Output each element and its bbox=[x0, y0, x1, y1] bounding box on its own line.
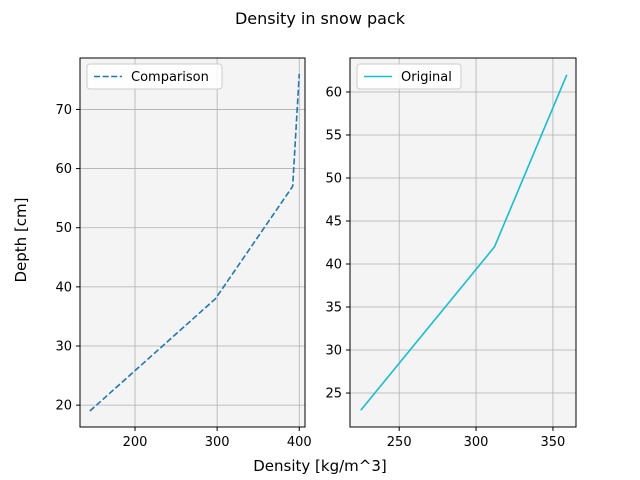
figure-ylabel: Depth [cm] bbox=[12, 197, 30, 282]
right-x-tick-label: 250 bbox=[387, 435, 412, 450]
left-y-tick-label: 50 bbox=[55, 221, 72, 236]
right-x-tick-label: 300 bbox=[464, 435, 489, 450]
right-axes-frame bbox=[349, 57, 577, 428]
right-y-tick-label: 60 bbox=[325, 85, 342, 100]
left-y-tick-label: 30 bbox=[55, 339, 72, 354]
right-y-tick-label: 45 bbox=[325, 214, 342, 229]
left-legend-label: Comparison bbox=[131, 70, 209, 85]
left-y-tick-label: 20 bbox=[55, 399, 72, 414]
right-plot-area bbox=[350, 58, 576, 427]
right-series-line-0 bbox=[360, 74, 568, 411]
right-y-tick-label: 25 bbox=[325, 387, 342, 402]
left-series-line-0 bbox=[89, 73, 301, 412]
right-y-tick-label: 40 bbox=[325, 258, 342, 273]
axes-left-comparison: 200 300 400 20 30 40 50 60 70 Comparison bbox=[55, 57, 312, 450]
right-legend-label: Original bbox=[401, 70, 452, 85]
left-y-tick-label: 70 bbox=[55, 103, 72, 118]
right-y-tick-label: 30 bbox=[325, 344, 342, 359]
figure-title: Density in snow pack bbox=[235, 9, 406, 28]
left-x-tick-label: 200 bbox=[123, 435, 148, 450]
right-legend-box bbox=[356, 63, 462, 90]
right-x-tick-label: 350 bbox=[541, 435, 566, 450]
left-legend-box bbox=[86, 63, 223, 90]
right-y-tick-label: 55 bbox=[325, 128, 342, 143]
left-plot-area bbox=[80, 58, 305, 427]
left-axes-frame bbox=[79, 57, 306, 428]
axes-right-original: 250 300 350 25 30 35 40 45 50 55 60 Original bbox=[325, 57, 577, 450]
left-x-tick-label: 400 bbox=[287, 435, 312, 450]
right-y-tick-label: 50 bbox=[325, 171, 342, 186]
left-y-tick-label: 40 bbox=[55, 280, 72, 295]
right-y-tick-label: 35 bbox=[325, 301, 342, 316]
figure-xlabel: Density [kg/m^3] bbox=[253, 457, 386, 475]
left-x-tick-label: 300 bbox=[205, 435, 230, 450]
left-y-tick-label: 60 bbox=[55, 162, 72, 177]
